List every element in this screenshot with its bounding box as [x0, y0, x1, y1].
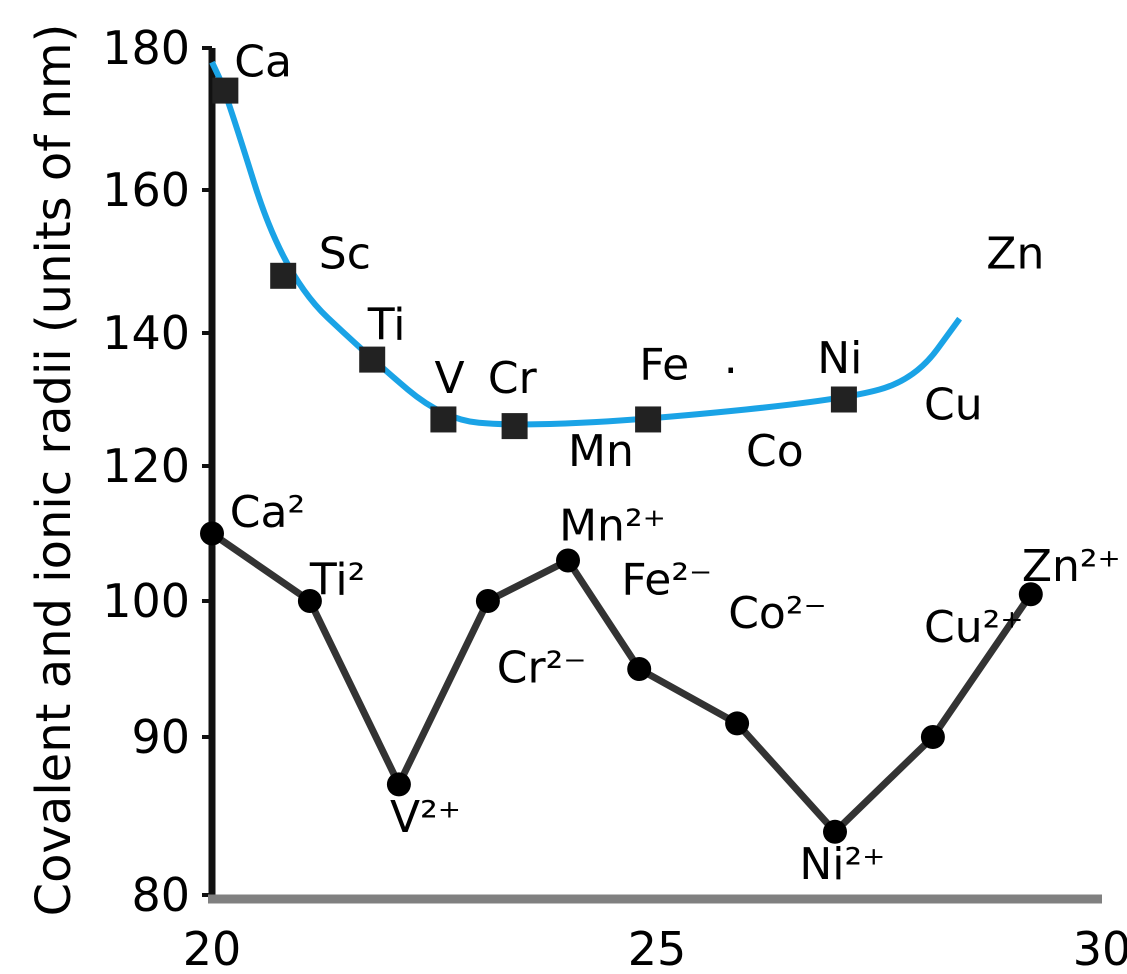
x-tick-label: 20 — [183, 922, 242, 974]
covalent-point — [270, 262, 297, 289]
covalent-point — [212, 77, 239, 104]
ionic-point — [823, 819, 847, 844]
ionic-point-label: Co²⁻ — [728, 588, 827, 639]
y-tick-label: 160 — [102, 163, 190, 217]
covalent-point — [359, 346, 386, 373]
ionic-point — [556, 548, 580, 573]
ionic-point — [200, 521, 224, 546]
covalent-point-label: Fe — [639, 340, 689, 391]
y-tick-label: 100 — [102, 574, 190, 628]
ionic-point-label: Ni²⁺ — [799, 839, 885, 890]
ionic-radius-line — [210, 530, 1034, 837]
ionic-point — [627, 657, 652, 681]
y-tick-label: 120 — [102, 439, 190, 493]
ionic-point-label: Fe²⁻ — [621, 554, 712, 605]
ionic-point — [386, 772, 411, 797]
series-layer — [200, 60, 1043, 844]
axis-ticks: 80 90 100 120 140 160 180 20 25 30 — [102, 21, 1127, 974]
covalent-point-label: Ti — [367, 300, 406, 351]
covalent-point-label: Ni — [817, 333, 862, 384]
y-tick-label: 140 — [102, 306, 190, 360]
covalent-point — [635, 406, 662, 433]
covalent-point-label: Mn — [568, 426, 634, 477]
covalent-point-label: V — [435, 353, 465, 404]
ionic-point — [297, 589, 322, 613]
ionic-point-label: Zn²⁺ — [1022, 541, 1121, 592]
ionic-point — [1018, 582, 1043, 607]
ionic-point-label: Cr²⁻ — [497, 643, 587, 694]
x-tick-label: 30 — [1073, 922, 1127, 974]
y-tick-label: 80 — [131, 868, 190, 922]
covalent-point-label: Cr — [488, 353, 538, 404]
covalent-radius-line — [209, 60, 963, 428]
covalent-point-label: Zn — [986, 229, 1044, 280]
x-tick-label: 25 — [628, 922, 687, 974]
ionic-point-label: Ti² — [309, 554, 365, 605]
ionic-point — [725, 711, 750, 736]
y-axis-label: Covalent and ionic radii (units of nm) — [26, 24, 82, 917]
covalent-point — [430, 406, 457, 433]
y-tick-label: 180 — [102, 21, 190, 75]
covalent-point-label: Ca — [234, 36, 292, 87]
ionic-point-label: Cu²⁺ — [924, 602, 1023, 653]
y-tick-label: 90 — [131, 710, 190, 764]
covalent-point — [501, 413, 528, 440]
stray-dot-mark: . — [724, 333, 738, 384]
ionic-point-label: V²⁺ — [390, 792, 461, 843]
ionic-point-label: Ca² — [230, 487, 305, 538]
ionic-point — [920, 725, 945, 749]
covalent-point-label: Cu — [924, 379, 983, 430]
covalent-point-label: Co — [746, 426, 804, 477]
ionic-point-label: Mn²⁺ — [559, 500, 666, 551]
axes — [208, 48, 1102, 904]
covalent-point-label: Sc — [319, 229, 371, 280]
ionic-point — [475, 589, 500, 613]
covalent-point — [830, 386, 857, 413]
